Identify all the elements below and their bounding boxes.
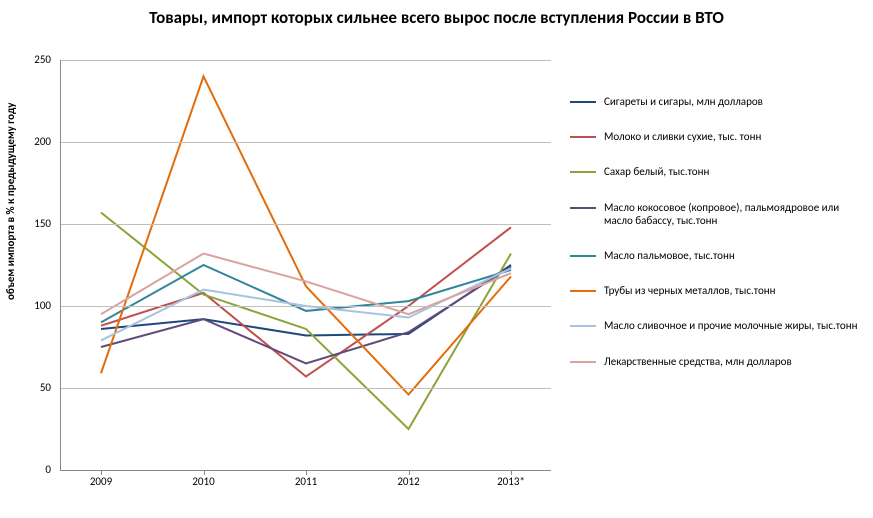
x-tick-label: 2011	[276, 475, 336, 488]
legend-item: Масло кокосовое (копровое), пальмоядрово…	[570, 201, 860, 227]
legend-label: Трубы из черных металлов, тыс.тонн	[604, 284, 860, 297]
legend: Сигареты и сигары, млн долларов Молоко и …	[570, 95, 860, 390]
legend-swatch	[570, 361, 596, 363]
legend-label: Масло пальмовое, тыс.тонн	[604, 249, 860, 262]
y-tick-label: 150	[11, 217, 51, 230]
y-tick-label: 200	[11, 135, 51, 148]
chart-container: Товары, импорт которых сильнее всего выр…	[0, 0, 873, 518]
legend-swatch	[570, 171, 596, 173]
legend-item: Масло сливочное и прочие молочные жиры, …	[570, 319, 860, 332]
chart-title: Товары, импорт которых сильнее всего выр…	[0, 8, 873, 28]
legend-item: Масло пальмовое, тыс.тонн	[570, 249, 860, 262]
x-tick-label: 2010	[174, 475, 234, 488]
legend-swatch	[570, 255, 596, 257]
legend-swatch	[570, 207, 596, 209]
legend-label: Лекарственные средства, млн долларов	[604, 355, 860, 368]
plot-area: 05010015020025020092010201120122013*	[60, 60, 551, 471]
legend-label: Масло сливочное и прочие молочные жиры, …	[604, 319, 860, 332]
gridline	[61, 306, 551, 307]
gridline	[61, 60, 551, 61]
legend-item: Сахар белый, тыс.тонн	[570, 165, 860, 178]
y-tick-label: 0	[11, 463, 51, 476]
legend-label: Масло кокосовое (копровое), пальмоядрово…	[604, 201, 860, 227]
legend-swatch	[570, 290, 596, 292]
line-series-svg	[61, 60, 551, 470]
legend-item: Сигареты и сигары, млн долларов	[570, 95, 860, 108]
y-tick-label: 50	[11, 381, 51, 394]
legend-swatch	[570, 325, 596, 327]
legend-item: Лекарственные средства, млн долларов	[570, 355, 860, 368]
x-tick-label: 2013*	[481, 475, 541, 488]
gridline	[61, 388, 551, 389]
legend-label: Молоко и сливки сухие, тыс. тонн	[604, 130, 860, 143]
y-axis-label: объем импорта в % к предыдущему году	[4, 103, 17, 300]
gridline	[61, 142, 551, 143]
legend-swatch	[570, 101, 596, 103]
gridline	[61, 224, 551, 225]
series-line	[101, 76, 511, 394]
legend-item: Трубы из черных металлов, тыс.тонн	[570, 284, 860, 297]
x-tick-label: 2009	[71, 475, 131, 488]
legend-swatch	[570, 136, 596, 138]
y-tick-label: 100	[11, 299, 51, 312]
legend-label: Сигареты и сигары, млн долларов	[604, 95, 860, 108]
x-tick-label: 2012	[379, 475, 439, 488]
legend-label: Сахар белый, тыс.тонн	[604, 165, 860, 178]
series-line	[101, 227, 511, 376]
legend-item: Молоко и сливки сухие, тыс. тонн	[570, 130, 860, 143]
y-tick-label: 250	[11, 53, 51, 66]
series-line	[101, 213, 511, 429]
